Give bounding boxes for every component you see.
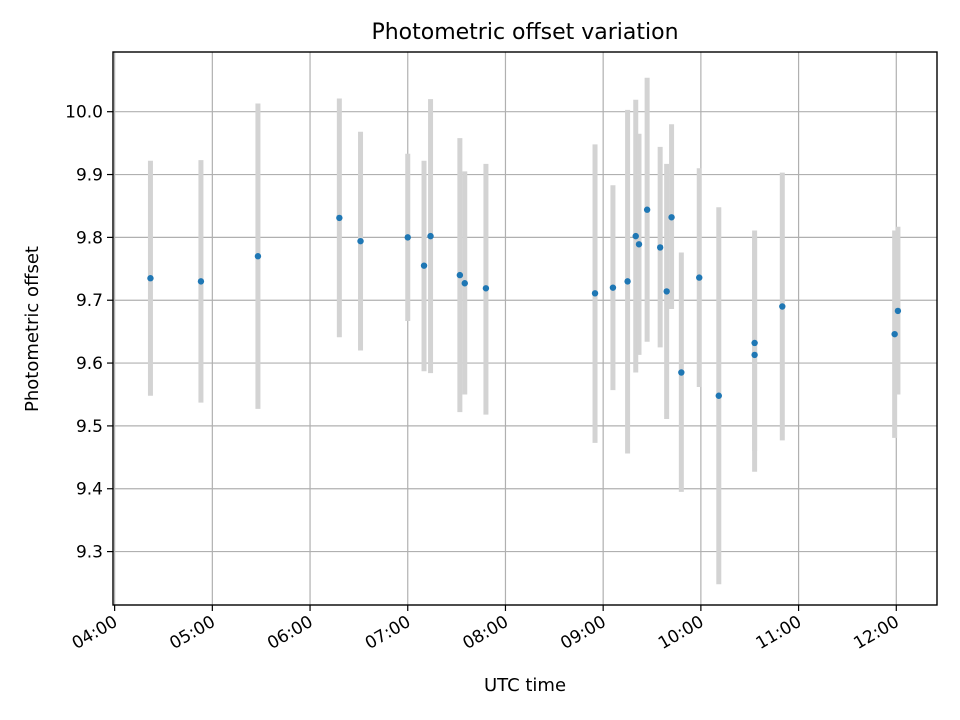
data-point bbox=[668, 214, 675, 221]
y-tick-label: 9.3 bbox=[76, 543, 103, 563]
data-point bbox=[656, 244, 664, 251]
data-point bbox=[643, 206, 651, 213]
data-point bbox=[357, 237, 364, 245]
x-axis-label: UTC time bbox=[484, 675, 566, 696]
data-point bbox=[609, 284, 617, 291]
data-point bbox=[404, 234, 411, 241]
data-point bbox=[696, 274, 703, 281]
y-tick-label: 10.0 bbox=[65, 103, 103, 123]
data-point bbox=[147, 275, 154, 282]
y-tick-label: 9.6 bbox=[76, 354, 103, 374]
data-point bbox=[779, 303, 786, 310]
plot-area-frame bbox=[112, 51, 938, 606]
data-point bbox=[632, 232, 639, 240]
data-point bbox=[197, 278, 205, 285]
data-point bbox=[482, 285, 490, 292]
grid bbox=[113, 52, 937, 605]
data-point bbox=[891, 330, 898, 338]
data-point bbox=[427, 232, 434, 240]
y-axis-label: Photometric offset bbox=[22, 246, 43, 412]
data-point bbox=[635, 241, 643, 248]
y-tick-label: 9.9 bbox=[76, 166, 103, 186]
data-point bbox=[254, 253, 262, 260]
data-point bbox=[678, 369, 685, 376]
data-point bbox=[751, 351, 758, 359]
data-point bbox=[751, 339, 758, 347]
data-point bbox=[894, 307, 902, 315]
data-point bbox=[624, 278, 631, 285]
data-point bbox=[715, 392, 722, 399]
data-point bbox=[420, 262, 428, 269]
chart-title: Photometric offset variation bbox=[371, 20, 678, 45]
data-point bbox=[591, 290, 599, 297]
y-tick-label: 9.5 bbox=[76, 417, 103, 437]
data-point bbox=[663, 288, 670, 295]
data-points bbox=[147, 206, 902, 399]
data-point bbox=[456, 271, 464, 279]
y-tick-label: 9.7 bbox=[76, 291, 103, 311]
data-point bbox=[336, 214, 343, 222]
y-axis-ticks: 9.3 9.4 9.5 9.6 9.7 9.8 9.9 10.0 bbox=[65, 103, 113, 563]
y-tick-label: 9.4 bbox=[76, 480, 103, 500]
y-tick-label: 9.8 bbox=[76, 228, 103, 248]
data-point bbox=[461, 280, 468, 287]
